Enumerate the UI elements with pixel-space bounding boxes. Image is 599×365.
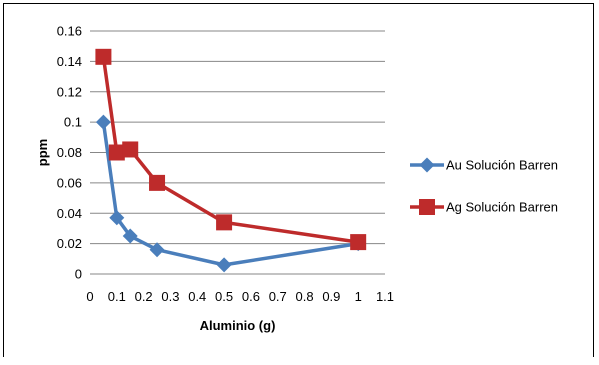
diamond-marker xyxy=(109,210,125,226)
y-tick-label: 0.14 xyxy=(57,54,82,69)
tick-labels: 0 0.02 0.04 0.06 0.08 0.1 0.12 0.14 0.16 0 0.1 0.2 0… xyxy=(57,24,394,305)
square-marker xyxy=(216,214,233,231)
y-tick-label: 0.04 xyxy=(57,206,82,221)
y-tick-label: 0.1 xyxy=(64,115,82,130)
diamond-marker xyxy=(95,114,111,130)
x-tick-label: 0.4 xyxy=(188,289,206,304)
legend-item: Ag Solución Barren xyxy=(410,199,558,215)
legend-label: Ag Solución Barren xyxy=(446,200,558,215)
legend: Au Solución Barren Ag Solución Barren xyxy=(410,157,558,215)
x-tick-label: 0.9 xyxy=(322,289,340,304)
x-tick-label: 0.6 xyxy=(242,289,260,304)
square-marker xyxy=(122,141,139,158)
y-tick-label: 0.06 xyxy=(57,175,82,190)
x-tick-label: 0 xyxy=(86,289,93,304)
x-tick-label: 1.1 xyxy=(376,289,394,304)
series-line xyxy=(101,121,359,267)
gridlines xyxy=(90,30,385,245)
legend-label: Au Solución Barren xyxy=(446,158,558,173)
y-tick-label: 0.08 xyxy=(57,145,82,160)
square-marker xyxy=(108,144,125,161)
x-tick-label: 0.2 xyxy=(135,289,153,304)
series-au xyxy=(95,114,366,273)
x-tick-label: 0.3 xyxy=(161,289,179,304)
diamond-marker xyxy=(216,257,232,273)
square-marker xyxy=(95,48,112,65)
series-ag xyxy=(95,48,367,251)
x-axis-title: Aluminio (g) xyxy=(200,318,276,333)
y-axis-title: ppm xyxy=(35,139,50,166)
series-line xyxy=(101,56,359,244)
x-tick-label: 1 xyxy=(355,289,362,304)
legend-marker xyxy=(419,157,435,173)
y-tick-label: 0.16 xyxy=(57,24,82,39)
legend-marker xyxy=(419,199,435,215)
x-tick-label: 0.1 xyxy=(108,289,126,304)
y-tick-label: 0.12 xyxy=(57,84,82,99)
y-tick-label: 0 xyxy=(75,267,82,282)
y-tick-label: 0.02 xyxy=(57,236,82,251)
x-tick-label: 0.8 xyxy=(296,289,314,304)
square-marker xyxy=(350,234,367,251)
diamond-marker xyxy=(122,228,138,244)
x-tick-label: 0.7 xyxy=(269,289,287,304)
x-tick-label: 0.5 xyxy=(215,289,233,304)
legend-item: Au Solución Barren xyxy=(410,157,558,173)
square-marker xyxy=(149,174,166,191)
diamond-marker xyxy=(149,242,165,258)
series-layer xyxy=(95,48,367,273)
